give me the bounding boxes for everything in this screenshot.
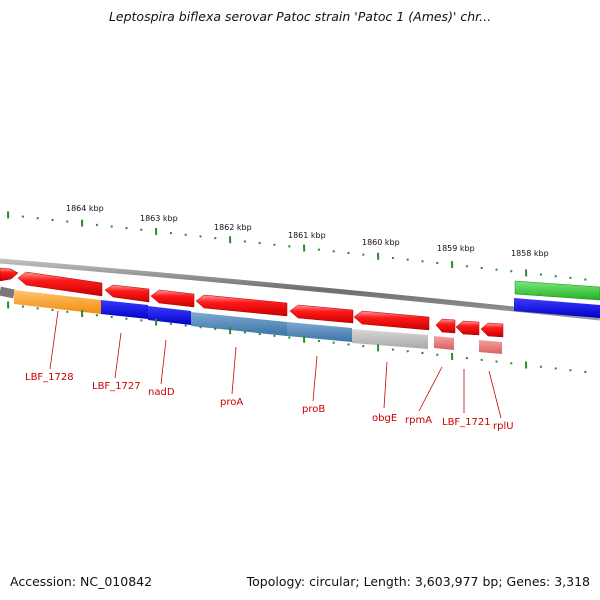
leader-line [160,339,167,385]
map-title: Leptospira biflexa serovar Patoc strain … [108,9,492,24]
gene-leaders [49,310,502,419]
backbone-left [0,286,15,299]
ruler-lower [7,301,587,373]
gene-label: obgE [372,413,397,424]
leader-line [114,332,122,379]
cog-block-steel [191,312,287,336]
ruler-label: 1864 kbp [66,204,104,213]
leader-line [231,346,237,395]
leader-line [383,361,388,409]
ruler-label: 1861 kbp [288,231,326,240]
cog-block-pink [479,340,502,354]
leader-line [49,310,59,370]
leader-line [418,366,443,412]
cds-feature [150,289,195,308]
gene-label: proB [302,404,325,415]
gene-label: LBF_1721 [442,417,491,428]
cog-block-orange [14,290,101,314]
genome-summary-text: Topology: circular; Length: 3,603,977 bp… [246,574,590,589]
cds-feature [0,267,19,282]
ruler-label: 1859 kbp [437,244,475,253]
gene-label: nadD [148,387,175,398]
ruler-label: 1858 kbp [511,249,549,258]
gene-label: LBF_1728 [25,372,74,383]
cds-feature [104,284,150,303]
feature-green [514,280,600,301]
forward-strand-features [0,267,504,338]
cds-feature [435,318,456,334]
gene-label: proA [220,397,243,408]
cog-block-blue [148,306,191,325]
ruler-labels: 1864 kbp 1863 kbp 1862 kbp 1861 kbp 1860… [66,204,549,258]
accession-text: Accession: NC_010842 [10,574,153,589]
cds-feature [480,322,504,338]
gene-label: rplU [493,421,514,432]
cog-block-steel [287,322,352,342]
gene-labels: LBF_1728 LBF_1727 nadD proA proB obgE rp… [25,372,514,432]
gene-label: rpmA [405,415,432,426]
cog-block-pink [434,336,454,350]
cds-feature [289,304,354,324]
cds-feature [17,271,103,297]
cog-track [14,290,600,354]
leader-line [488,370,502,419]
ruler-upper [7,211,587,281]
gene-label: LBF_1727 [92,381,141,392]
cds-feature [455,320,480,336]
leader-line [312,355,318,402]
ruler-label: 1862 kbp [214,223,252,232]
ruler-label: 1860 kbp [362,238,400,247]
cds-feature [353,310,430,331]
cog-block-blue [514,298,600,318]
cog-block-blue [101,300,148,319]
cog-block-gray [352,329,428,349]
ruler-label: 1863 kbp [140,214,178,223]
cds-feature [195,294,288,317]
